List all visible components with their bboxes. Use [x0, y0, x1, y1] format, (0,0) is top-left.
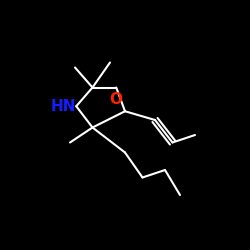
Text: HN: HN [51, 99, 76, 114]
Text: O: O [110, 92, 123, 108]
